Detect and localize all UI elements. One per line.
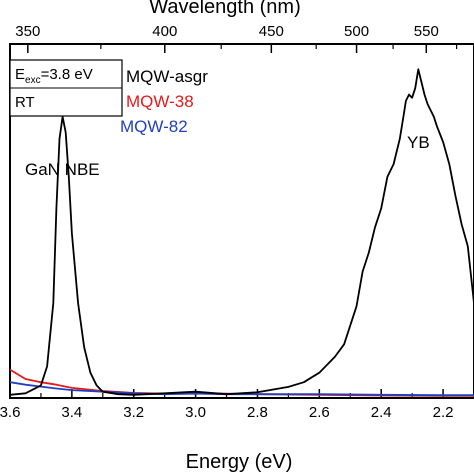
top-tick-label: 450 — [259, 23, 284, 40]
annotation-yb: YB — [407, 133, 430, 152]
info-box-temperature: RT — [15, 94, 35, 111]
bottom-tick-label: 2.2 — [433, 404, 454, 421]
bottom-tick-label: 2.8 — [247, 404, 268, 421]
annotation-gan-nbe: GaN NBE — [25, 160, 100, 179]
series-line-mqw-asgr — [9, 68, 474, 396]
bottom-tick-label: 3.4 — [61, 404, 82, 421]
bottom-tick-label: 3.2 — [123, 404, 144, 421]
bottom-tick-label: 2.4 — [371, 404, 392, 421]
legend-entry-mqw-38: MQW-38 — [126, 92, 194, 111]
top-axis-title: Wavelength (nm) — [149, 0, 301, 18]
top-tick-label: 350 — [15, 23, 40, 40]
info-box-excitation: Eexc=3.8 eV — [15, 66, 93, 86]
legend-entry-mqw-82: MQW-82 — [120, 117, 188, 136]
plot-area-frame — [9, 43, 474, 399]
tick-group: 3.63.43.23.02.82.62.42.23504004505005506 — [0, 23, 458, 421]
top-tick-label: 500 — [344, 23, 369, 40]
bottom-tick-label: 3.6 — [0, 404, 20, 421]
legend: MQW-asgr MQW-38 MQW-82 — [120, 67, 208, 136]
bottom-axis-title: Energy (eV) — [186, 451, 293, 473]
top-tick-label: 550 — [414, 23, 439, 40]
top-tick-label: 400 — [152, 23, 177, 40]
info-box: Eexc=3.8 eV RT — [9, 59, 123, 117]
legend-entry-mqw-asgr: MQW-asgr — [126, 67, 208, 86]
bottom-tick-label: 3.0 — [185, 404, 206, 421]
series-group — [9, 68, 474, 397]
info-box-subscript: exc — [25, 75, 41, 86]
series-line-mqw-38 — [9, 368, 474, 397]
bottom-tick-label: 2.6 — [309, 404, 330, 421]
